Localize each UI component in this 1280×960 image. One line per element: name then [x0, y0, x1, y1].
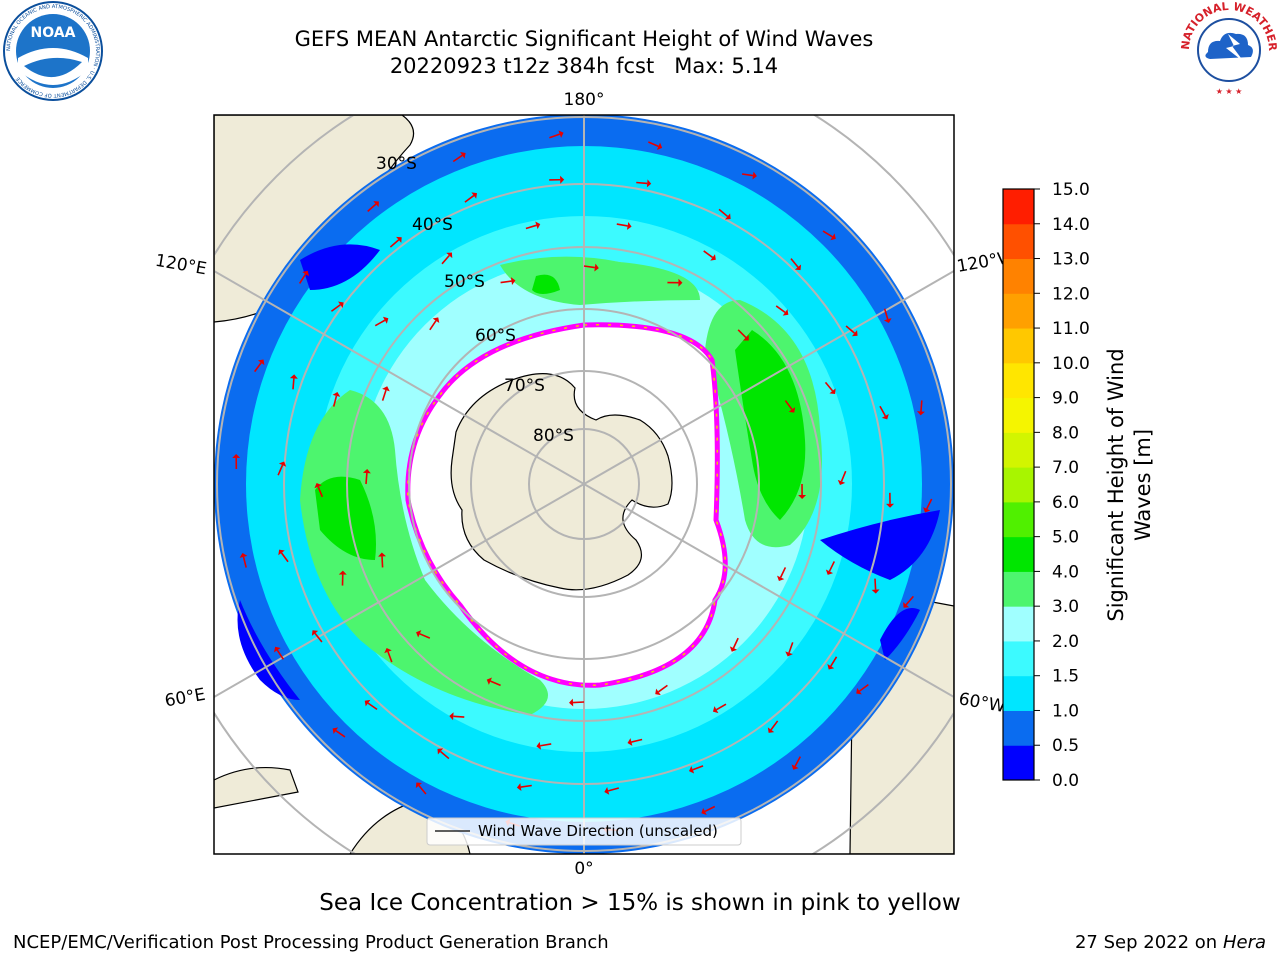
colorbar-swatch — [1003, 710, 1034, 745]
lat-label-70s: 70°S — [504, 376, 545, 396]
colorbar-tick-label: 0.5 — [1052, 736, 1079, 756]
credit-machine: Hera — [1223, 932, 1266, 953]
colorbar-tick-label: 15.0 — [1052, 180, 1090, 200]
lon-label-60w: 60°W — [957, 689, 1007, 717]
colorbar-tick-label: 13.0 — [1052, 250, 1090, 270]
colorbar-tick-label: 0.0 — [1052, 771, 1079, 791]
lon-label-60e: 60°E — [163, 685, 207, 712]
lat-label-40s: 40°S — [412, 215, 453, 235]
colorbar-title-line-2: Waves [m] — [1131, 429, 1155, 541]
lat-label-50s: 50°S — [444, 272, 485, 292]
colorbar-tick-label: 6.0 — [1052, 493, 1079, 513]
colorbar-tick-label: 2.0 — [1052, 632, 1079, 652]
lon-label-120e: 120°E — [154, 251, 208, 280]
colorbar-tick-label: 8.0 — [1052, 423, 1079, 443]
colorbar-swatch — [1003, 745, 1034, 780]
colorbar-tick-label: 14.0 — [1052, 215, 1090, 235]
lat-label-30s: 30°S — [376, 154, 417, 174]
colorbar-tick-label: 4.0 — [1052, 562, 1079, 582]
colorbar-swatch — [1003, 537, 1034, 572]
colorbar-tick-label: 10.0 — [1052, 354, 1090, 374]
wind-wave-arrow-shaft — [875, 579, 876, 590]
lat-label-80s: 80°S — [533, 426, 574, 446]
credit-branch: NCEP/EMC/Verification Post Processing Pr… — [13, 932, 609, 953]
wind-wave-arrow-shaft — [366, 473, 367, 484]
colorbar-swatch — [1003, 571, 1034, 606]
wind-wave-arrow-shaft — [921, 400, 922, 411]
credit-date-text: 27 Sep 2022 on — [1075, 932, 1217, 953]
lon-label-180: 180° — [564, 90, 605, 110]
colorbar-ticks: 0.0 0.5 1.0 1.5 2.0 3.0 4.0 5.0 6.0 7.0 8.0 9.0 10.0… — [1034, 180, 1090, 791]
colorbar-tick-label: 7.0 — [1052, 458, 1079, 478]
colorbar-swatches — [1003, 189, 1034, 781]
wind-wave-arrow-shaft — [453, 716, 464, 717]
colorbar-swatch — [1003, 606, 1034, 641]
wind-wave-arrow-shaft — [573, 702, 584, 703]
colorbar-swatch — [1003, 676, 1034, 711]
colorbar-tick-label: 11.0 — [1052, 319, 1090, 339]
map-figure: 30°S 40°S 50°S 60°S 70°S 80°S Wind Wave … — [0, 0, 1280, 960]
wind-wave-arrow-shaft — [636, 182, 647, 183]
colorbar-swatch — [1003, 328, 1034, 363]
sea-ice-note: Sea Ice Concentration > 15% is shown in … — [0, 890, 1280, 916]
colorbar-title-line-1: Significant Height of Wind — [1104, 348, 1128, 621]
colorbar-swatch — [1003, 259, 1034, 294]
lon-label-0: 0° — [574, 859, 593, 879]
wind-wave-arrow-shaft — [293, 378, 294, 389]
colorbar-tick-label: 5.0 — [1052, 528, 1079, 548]
map-area: 30°S 40°S 50°S 60°S 70°S 80°S Wind Wave … — [149, 49, 1019, 919]
colorbar-swatch — [1003, 398, 1034, 433]
colorbar-swatch — [1003, 363, 1034, 398]
lat-label-60s: 60°S — [475, 326, 516, 346]
colorbar-swatch — [1003, 432, 1034, 467]
colorbar-swatch — [1003, 467, 1034, 502]
legend-label: Wind Wave Direction (unscaled) — [478, 822, 718, 840]
colorbar-tick-label: 9.0 — [1052, 389, 1079, 409]
colorbar-swatch — [1003, 641, 1034, 676]
colorbar-tick-label: 3.0 — [1052, 597, 1079, 617]
colorbar-swatch — [1003, 502, 1034, 537]
wind-wave-arrow-shaft — [382, 556, 383, 567]
colorbar-swatch — [1003, 224, 1034, 259]
colorbar: 0.0 0.5 1.0 1.5 2.0 3.0 4.0 5.0 6.0 7.0 8.0 9.0 10.0… — [1003, 180, 1155, 791]
colorbar-swatch — [1003, 293, 1034, 328]
colorbar-swatch — [1003, 189, 1034, 224]
credit-date: 27 Sep 2022 on Hera — [1075, 932, 1266, 953]
map-legend: Wind Wave Direction (unscaled) — [427, 818, 741, 845]
colorbar-tick-label: 1.0 — [1052, 701, 1079, 721]
colorbar-tick-label: 12.0 — [1052, 284, 1090, 304]
colorbar-tick-label: 1.5 — [1052, 667, 1079, 687]
